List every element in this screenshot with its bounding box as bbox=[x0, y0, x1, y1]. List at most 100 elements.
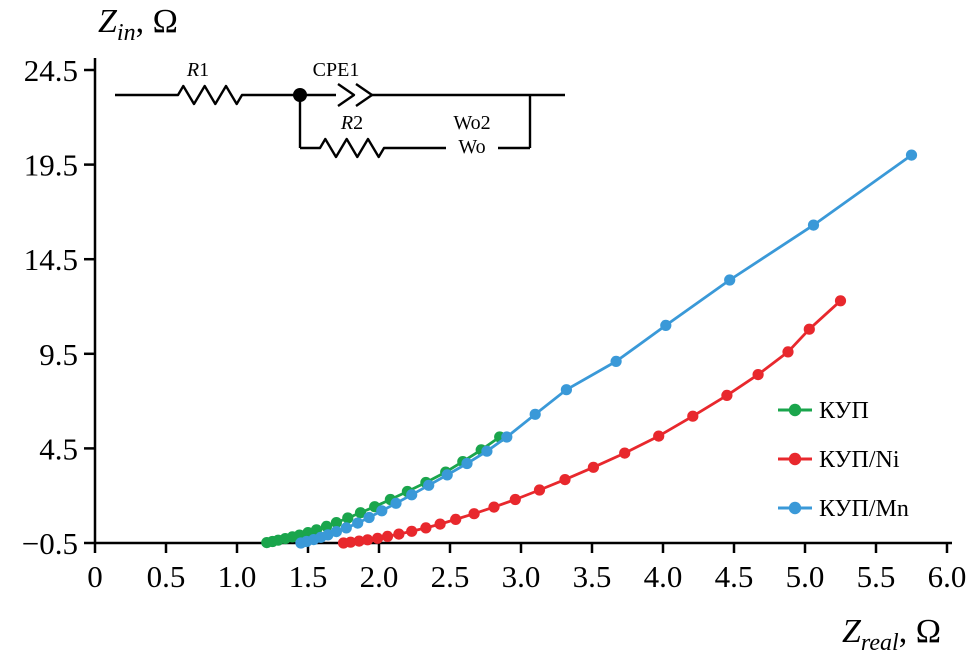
data-point bbox=[372, 532, 384, 544]
data-point bbox=[782, 346, 794, 358]
series-kup-ni bbox=[337, 295, 847, 549]
resistor-r1 bbox=[170, 84, 250, 106]
data-point bbox=[752, 369, 764, 381]
data-point bbox=[533, 484, 546, 496]
resistor-r2 bbox=[300, 137, 392, 159]
data-point bbox=[660, 319, 672, 331]
legend-label: КУП bbox=[819, 398, 869, 424]
x-tick-label: 1.0 bbox=[218, 559, 257, 594]
x-tick-label: 6.0 bbox=[928, 559, 967, 594]
legend-label: КУП/Ni bbox=[819, 447, 900, 473]
y-tick-label: 19.5 bbox=[24, 148, 78, 183]
legend-marker-dot bbox=[788, 501, 802, 515]
cpe1-label: CPE1 bbox=[313, 59, 360, 81]
data-point bbox=[320, 520, 333, 533]
data-point bbox=[560, 384, 573, 396]
axes: −0.5 4.5 9.5 14.5 19.5 24.5 0 0.5 1.0 1.5 2.0 2.5 3.… bbox=[22, 53, 967, 594]
data-point bbox=[340, 522, 352, 534]
data-point bbox=[587, 461, 600, 473]
data-point bbox=[724, 274, 736, 286]
series-kup-mn bbox=[295, 149, 918, 549]
legend-marker-dot bbox=[788, 452, 802, 466]
series-kup bbox=[261, 431, 506, 549]
data-point bbox=[653, 430, 665, 442]
x-tick-label: 0.5 bbox=[147, 559, 186, 594]
r2-label: R2 bbox=[340, 112, 363, 134]
legend: КУП КУП/Ni КУП/Mn bbox=[778, 398, 909, 522]
data-point bbox=[406, 489, 418, 501]
data-point bbox=[834, 295, 847, 307]
cpe-chevron-2 bbox=[355, 83, 374, 107]
series-line bbox=[343, 299, 842, 545]
x-tick-label: 5.0 bbox=[786, 559, 825, 594]
x-axis-label: Zreal, Ω bbox=[842, 613, 941, 656]
legend-label: КУП/Mn bbox=[819, 496, 909, 522]
data-point bbox=[905, 149, 918, 161]
data-point bbox=[354, 507, 367, 519]
data-point bbox=[619, 447, 631, 459]
data-point bbox=[434, 518, 446, 530]
cpe-chevron-1 bbox=[337, 83, 356, 107]
data-point bbox=[352, 517, 364, 529]
legend-item-kup-ni: КУП/Ni bbox=[778, 447, 900, 473]
data-point bbox=[423, 479, 435, 491]
data-point bbox=[461, 457, 473, 470]
data-point bbox=[803, 323, 815, 335]
warburg-label-bg bbox=[446, 133, 498, 157]
data-point bbox=[441, 469, 453, 481]
y-tick-label: 14.5 bbox=[24, 242, 78, 277]
data-point bbox=[807, 219, 820, 231]
x-tick-label: 3.0 bbox=[502, 559, 541, 594]
data-point bbox=[468, 508, 480, 520]
series-line bbox=[266, 435, 501, 544]
wo2-label: Wo2 bbox=[453, 112, 490, 134]
legend-marker-dot bbox=[788, 403, 802, 417]
x-tick-label: 2.5 bbox=[431, 559, 470, 594]
data-point bbox=[509, 493, 521, 506]
data-point bbox=[406, 525, 418, 537]
y-tick-label: −0.5 bbox=[22, 526, 78, 561]
series-line bbox=[300, 153, 913, 545]
data-point bbox=[420, 522, 432, 534]
y-tick-label: 24.5 bbox=[24, 53, 78, 88]
data-point bbox=[353, 535, 365, 547]
data-point bbox=[450, 513, 462, 526]
x-tick-label: 2.0 bbox=[360, 559, 399, 594]
data-point bbox=[481, 445, 493, 457]
data-point bbox=[559, 474, 571, 486]
r1-label: R1 bbox=[186, 59, 209, 81]
x-tick-label: 1.5 bbox=[289, 559, 328, 594]
data-point bbox=[393, 528, 405, 540]
data-point bbox=[529, 408, 541, 420]
x-tick-label: 4.0 bbox=[644, 559, 683, 594]
data-point bbox=[362, 534, 374, 546]
x-tick-label: 5.5 bbox=[857, 559, 896, 594]
equivalent-circuit-inset: R1 CPE1 R2 Wo2 Wo bbox=[115, 59, 565, 159]
y-tick-label: 4.5 bbox=[39, 431, 78, 466]
data-point bbox=[330, 517, 342, 529]
data-point bbox=[345, 536, 357, 548]
data-point bbox=[342, 512, 354, 524]
data-point bbox=[610, 355, 622, 367]
data-point bbox=[322, 529, 334, 541]
data-point bbox=[363, 511, 375, 524]
x-tick-label: 3.5 bbox=[573, 559, 612, 594]
legend-item-kup-mn: КУП/Mn bbox=[778, 496, 909, 522]
data-point bbox=[376, 505, 388, 517]
x-tick-label: 0 bbox=[87, 559, 103, 594]
y-axis-label: Zin, Ω bbox=[98, 3, 178, 46]
y-tick-label: 9.5 bbox=[39, 337, 78, 372]
data-point bbox=[330, 526, 342, 538]
series-layer bbox=[261, 149, 918, 549]
data-point bbox=[687, 410, 699, 422]
data-point bbox=[721, 389, 733, 401]
data-point bbox=[488, 501, 500, 513]
data-point bbox=[381, 530, 394, 543]
data-point bbox=[390, 497, 402, 509]
legend-item-kup: КУП bbox=[778, 398, 869, 424]
x-tick-label: 4.5 bbox=[715, 559, 754, 594]
data-point bbox=[501, 431, 513, 443]
wo-label: Wo bbox=[458, 136, 485, 158]
